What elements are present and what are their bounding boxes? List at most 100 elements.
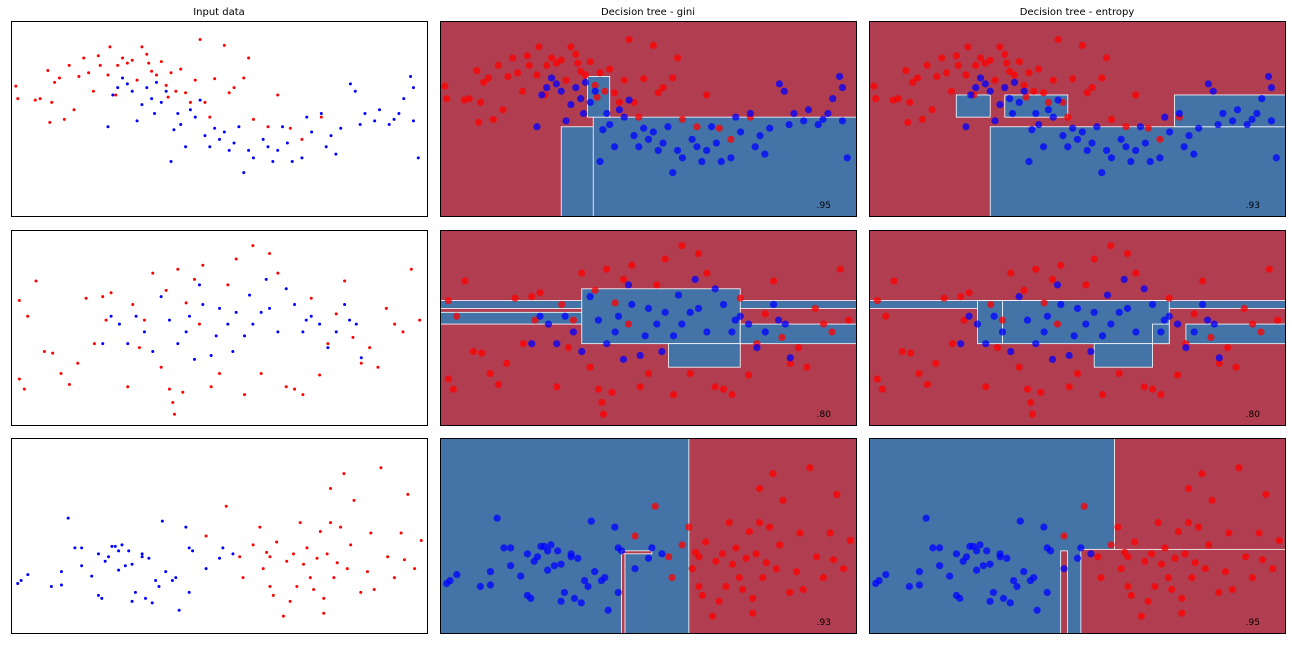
data-point-class1 (231, 350, 235, 354)
data-point-class1 (1020, 568, 1028, 576)
panel-plot-area (11, 21, 428, 217)
data-point-class0 (722, 582, 730, 591)
data-point-class1 (1190, 328, 1198, 336)
data-point-class0 (819, 573, 827, 582)
data-point-class1 (761, 328, 769, 336)
data-point-class0 (1080, 502, 1088, 510)
data-point-class1 (187, 546, 191, 550)
data-point-class1 (193, 115, 197, 119)
data-point-class0 (1235, 464, 1243, 472)
data-point-class0 (104, 318, 108, 322)
data-point-class0 (964, 43, 972, 51)
data-point-class0 (940, 294, 948, 302)
data-point-class0 (811, 304, 819, 312)
data-point-class1 (111, 93, 115, 97)
data-point-class1 (982, 340, 990, 348)
data-point-class0 (386, 555, 390, 559)
data-point-class1 (1123, 304, 1132, 312)
data-point-class0 (606, 65, 614, 73)
data-point-class0 (695, 553, 703, 561)
data-point-class0 (1078, 41, 1086, 50)
data-point-class0 (181, 390, 185, 394)
data-point-class0 (201, 263, 205, 267)
data-point-class1 (698, 157, 706, 166)
data-point-class0 (1255, 529, 1263, 537)
data-point-class1 (594, 316, 603, 324)
data-point-class0 (574, 59, 582, 67)
data-point-class0 (268, 584, 272, 588)
data-point-class1 (1103, 291, 1112, 299)
data-point-class1 (996, 550, 1004, 558)
data-point-class1 (641, 332, 649, 340)
data-point-class0 (142, 318, 146, 322)
data-point-class1 (1088, 139, 1096, 147)
data-point-class1 (144, 596, 148, 600)
decision-region (621, 553, 626, 634)
data-point-class0 (288, 599, 292, 603)
data-point-class1 (218, 556, 221, 560)
data-point-class1 (117, 549, 121, 553)
data-point-class1 (728, 328, 736, 336)
data-point-class0 (332, 576, 336, 580)
data-point-class1 (1140, 285, 1148, 293)
data-point-class1 (775, 316, 783, 324)
data-point-class0 (159, 365, 163, 369)
data-point-class1 (584, 582, 592, 591)
data-point-class0 (92, 342, 96, 346)
data-point-class1 (268, 306, 272, 310)
data-point-class1 (326, 346, 330, 350)
data-point-class1 (1053, 281, 1062, 289)
data-point-class0 (826, 529, 834, 537)
panel-background (11, 21, 428, 217)
data-point-class0 (1178, 609, 1186, 617)
data-point-class0 (241, 576, 245, 580)
data-point-class1 (284, 287, 288, 291)
panel-frame (440, 230, 857, 426)
data-point-class1 (1107, 154, 1116, 162)
data-point-class1 (123, 564, 127, 568)
data-point-class1 (1209, 87, 1217, 95)
data-point-class0 (631, 532, 639, 540)
data-point-class1 (1013, 582, 1021, 591)
data-point-class1 (191, 549, 195, 553)
data-point-class0 (193, 78, 197, 82)
data-point-class0 (349, 543, 353, 547)
data-point-class0 (685, 523, 693, 531)
data-point-class1 (1032, 109, 1040, 118)
data-point-class1 (614, 588, 622, 597)
data-point-class1 (402, 97, 406, 101)
data-point-class1 (557, 560, 565, 568)
data-point-class0 (761, 310, 769, 318)
panel-frame (440, 21, 857, 217)
data-point-class1 (177, 608, 181, 612)
data-point-class0 (1232, 363, 1240, 371)
data-point-class0 (915, 369, 923, 378)
data-point-class1 (1003, 554, 1011, 562)
data-point-class1 (251, 156, 255, 160)
data-point-class0 (53, 80, 57, 84)
data-point-class0 (469, 347, 477, 356)
data-point-class0 (87, 71, 91, 75)
data-point-class1 (126, 342, 130, 346)
data-point-class0 (1057, 261, 1065, 269)
data-point-class1 (348, 82, 352, 86)
data-point-class1 (766, 124, 774, 132)
data-point-class0 (519, 340, 528, 348)
data-point-class0 (591, 286, 599, 294)
data-point-class0 (601, 87, 609, 95)
panel-plot-area (869, 21, 1286, 217)
data-point-class0 (1035, 65, 1043, 73)
data-point-class0 (659, 83, 667, 92)
data-point-class1 (819, 115, 827, 123)
data-point-class1 (221, 546, 225, 550)
data-point-class1 (746, 109, 754, 118)
data-point-class0 (564, 344, 573, 352)
data-point-class0 (1268, 565, 1277, 573)
data-point-class0 (873, 296, 881, 305)
data-point-class0 (762, 559, 770, 567)
data-point-class0 (1030, 87, 1038, 95)
data-point-class0 (300, 137, 304, 141)
data-point-class0 (499, 106, 507, 114)
data-point-class1 (159, 295, 163, 299)
data-point-class0 (342, 472, 346, 476)
